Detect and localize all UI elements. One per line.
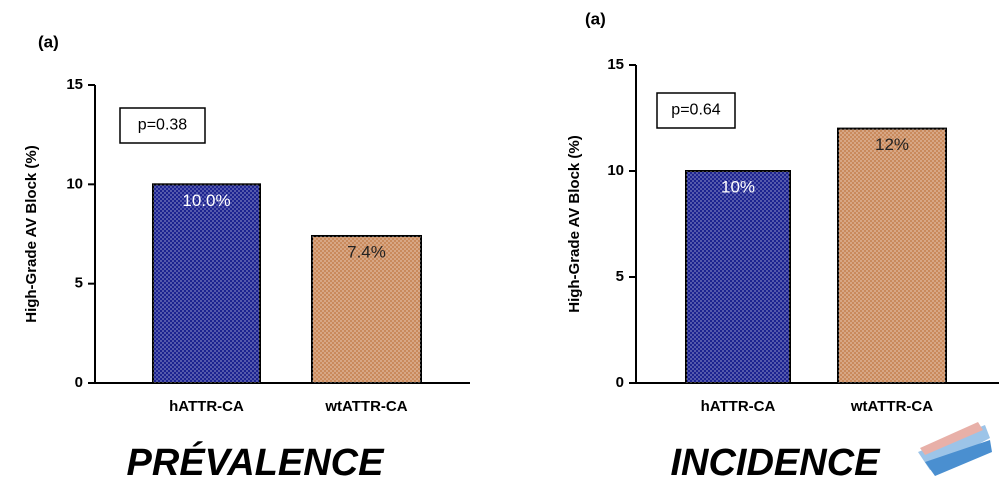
annotation: p=0.64 (671, 102, 720, 119)
y-axis-label: High-Grade AV Block (%) (23, 145, 40, 323)
y-tick-label: 0 (616, 374, 624, 391)
annotation-box (656, 92, 736, 129)
y-tick-label: 5 (616, 268, 624, 285)
x-tick-label: hATTR-CA (169, 398, 244, 415)
panel-label: (a) (585, 9, 606, 28)
bar-texture (312, 235, 421, 383)
caption: PRÉVALENCE (127, 440, 386, 484)
annotation: p=0.38 (138, 117, 187, 134)
y-axis-label: High-Grade AV Block (%) (566, 135, 583, 313)
value-label: 10% (721, 177, 755, 196)
bar-texture (838, 128, 946, 383)
bar-texture (153, 184, 260, 383)
panel-label: (a) (38, 32, 59, 51)
y-tick-label: 0 (75, 374, 83, 391)
y-tick-label: 15 (607, 56, 624, 73)
y-tick-label: 10 (66, 175, 83, 192)
x-tick-label: wtATTR-CA (850, 398, 933, 415)
logo (918, 422, 992, 476)
y-tick-label: 10 (607, 162, 624, 179)
x-tick-label: wtATTR-CA (324, 398, 407, 415)
caption: INCIDENCE (670, 442, 881, 484)
y-tick-label: 5 (75, 275, 83, 292)
value-label: 7.4% (347, 242, 386, 261)
bar-texture (686, 171, 790, 383)
y-tick-label: 15 (66, 76, 83, 93)
x-tick-label: hATTR-CA (701, 398, 776, 415)
annotation-box (119, 107, 206, 144)
value-label: 12% (875, 135, 909, 154)
value-label: 10.0% (182, 191, 230, 210)
